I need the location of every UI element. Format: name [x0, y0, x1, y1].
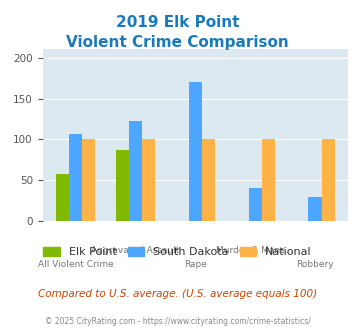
Bar	[56, 174, 69, 221]
Bar	[142, 139, 155, 221]
Bar	[308, 197, 322, 221]
Bar	[129, 121, 142, 221]
Text: Rape: Rape	[184, 260, 207, 269]
Text: All Violent Crime: All Violent Crime	[38, 260, 113, 269]
Bar	[248, 188, 262, 221]
Text: Violent Crime Comparison: Violent Crime Comparison	[66, 35, 289, 50]
Text: © 2025 CityRating.com - https://www.cityrating.com/crime-statistics/: © 2025 CityRating.com - https://www.city…	[45, 317, 310, 326]
Bar	[189, 82, 202, 221]
Bar	[262, 139, 275, 221]
Legend: Elk Point, South Dakota, National: Elk Point, South Dakota, National	[39, 243, 316, 262]
Bar	[69, 135, 82, 221]
Text: Compared to U.S. average. (U.S. average equals 100): Compared to U.S. average. (U.S. average …	[38, 289, 317, 299]
Bar	[116, 150, 129, 221]
Text: Murder & Mans...: Murder & Mans...	[217, 246, 294, 255]
Text: 2019 Elk Point: 2019 Elk Point	[116, 15, 239, 30]
Bar	[82, 139, 95, 221]
Text: Aggravated Assault: Aggravated Assault	[91, 246, 180, 255]
Text: Robbery: Robbery	[296, 260, 334, 269]
Bar	[322, 139, 335, 221]
Bar	[202, 139, 215, 221]
